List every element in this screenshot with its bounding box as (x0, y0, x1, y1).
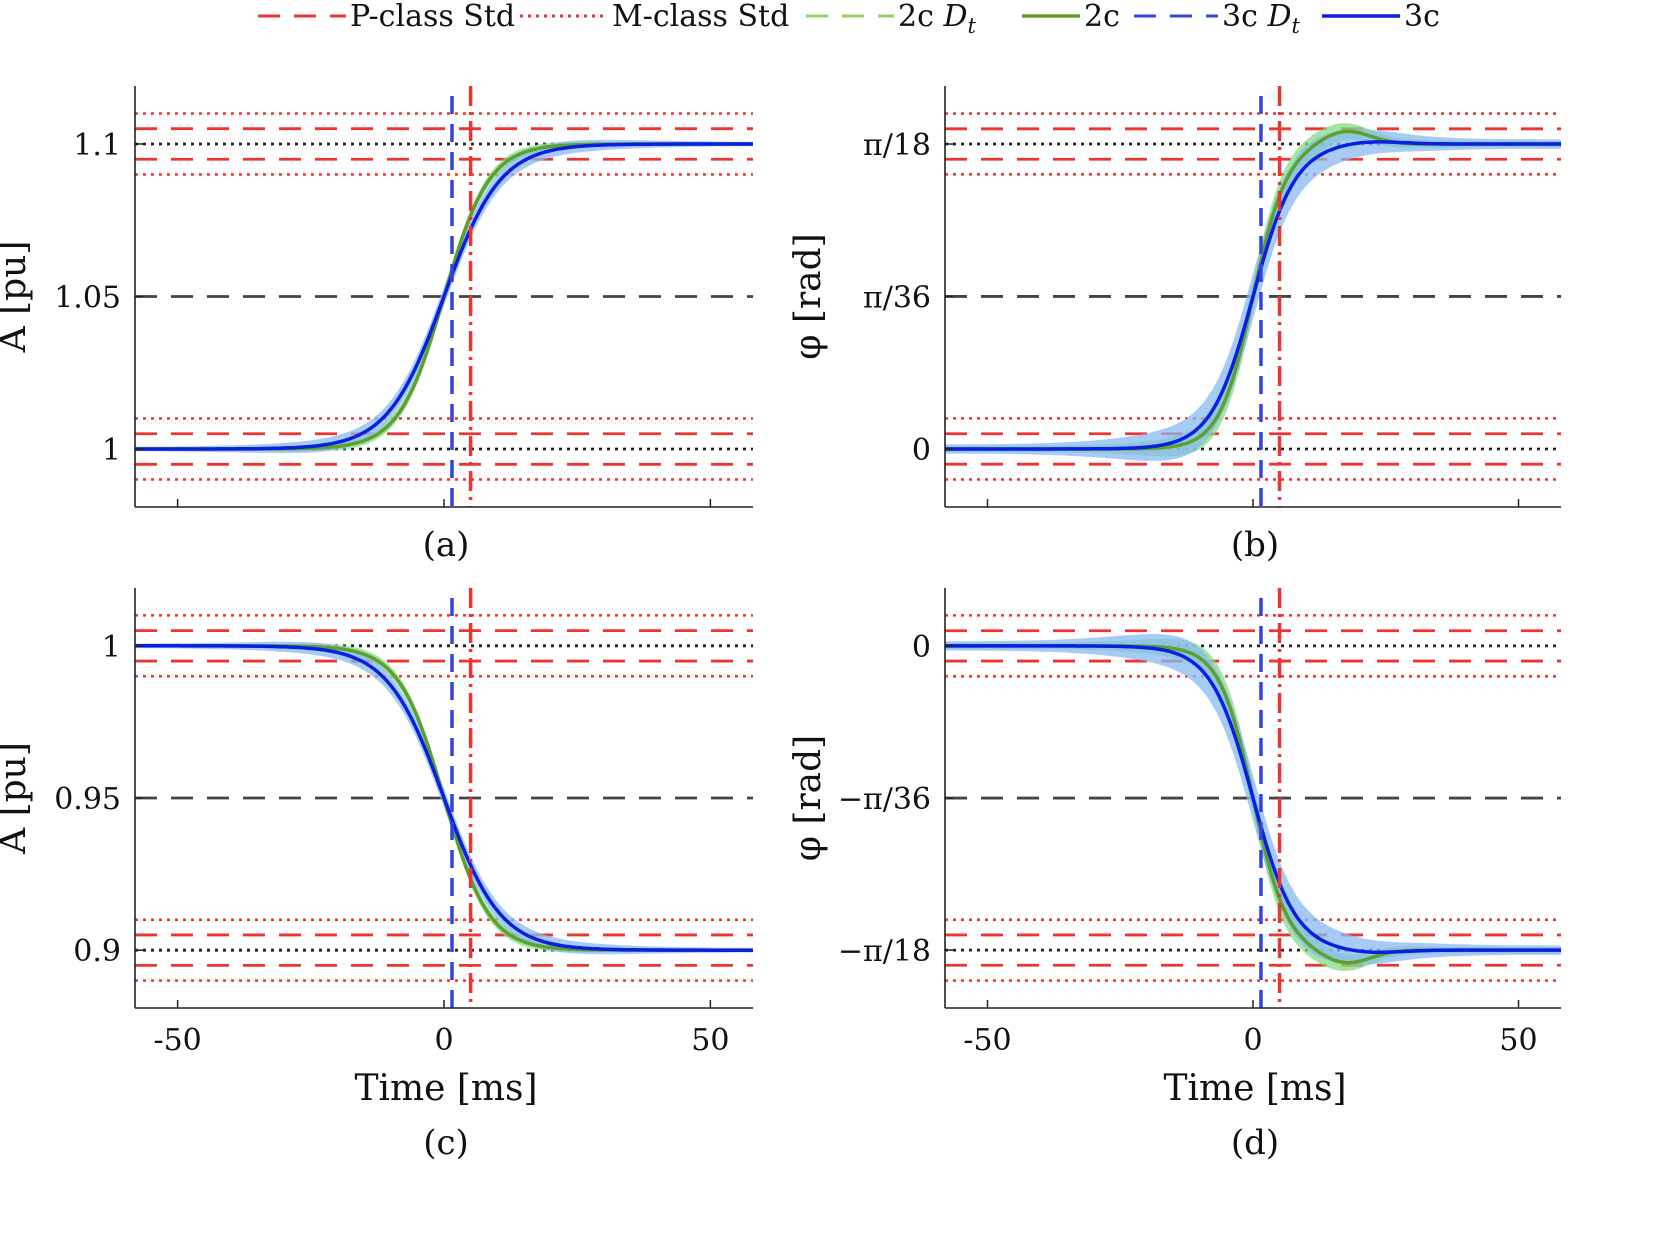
x-tick-label: 50 (691, 1023, 729, 1058)
legend-label-italic: D (1266, 0, 1291, 34)
legend-label-base: 2c (898, 0, 943, 34)
legend-label: 2c Dt (898, 0, 977, 38)
legend-label: 2c (1084, 0, 1120, 34)
y-tick-label: 1.1 (73, 128, 121, 163)
x-tick-label: -50 (153, 1023, 201, 1058)
panel-d: -50 0 50 −π/18 −π/36 0 φ [rad] Time [ms] (d) (788, 588, 1561, 1163)
x-axis-label: Time [ms] (1163, 1068, 1346, 1109)
legend: P-class Std M-class Std 2c Dt 2c 3c Dt 3c (258, 0, 1440, 38)
y-axis-label: A [pu] (0, 241, 34, 354)
series-3c (135, 142, 753, 451)
panel-c: -50 0 50 0.9 0.95 1 A [pu] Time [ms] (c) (0, 588, 753, 1163)
y-tick-label: −π/36 (838, 782, 931, 817)
legend-label: 3c Dt (1222, 0, 1301, 38)
y-tick-label: π/36 (863, 280, 931, 315)
panel-b: 0 π/36 π/18 φ [rad] (b) (788, 86, 1561, 565)
y-axis-label: φ [rad] (788, 735, 829, 861)
x-tick-label: 0 (1243, 1023, 1262, 1058)
legend-label-base: 3c (1222, 0, 1267, 34)
legend-entry-3: 2c (1022, 0, 1120, 34)
legend-entry-1: M-class Std (520, 0, 789, 34)
y-tick-label: 0 (912, 433, 931, 468)
panel-sublabel: (b) (1231, 525, 1279, 565)
legend-entry-0: P-class Std (258, 0, 515, 34)
y-tick-label: 0.95 (54, 782, 121, 817)
legend-entry-4: 3c Dt (1134, 0, 1301, 38)
panel-sublabel: (d) (1231, 1123, 1279, 1163)
series-3c (945, 140, 1561, 451)
y-tick-label: −π/18 (838, 934, 931, 969)
panels: 1 1.05 1.1 A [pu] (a) 0 π/36 π/18 φ [rad] (b) -50 0… (0, 86, 1561, 1163)
plot-area (135, 588, 753, 1008)
y-tick-label: 1.05 (54, 281, 121, 316)
legend-label: P-class Std (350, 0, 515, 34)
legend-label-sub: t (1292, 14, 1301, 38)
series-3c (945, 644, 1561, 954)
y-tick-label: 1 (102, 433, 121, 468)
legend-entry-5: 3c (1322, 0, 1440, 34)
x-axis-label: Time [ms] (354, 1068, 537, 1109)
y-tick-label: 1 (102, 630, 121, 665)
legend-label: M-class Std (612, 0, 789, 34)
y-tick-label: 0.9 (73, 934, 121, 969)
panel-sublabel: (c) (423, 1123, 469, 1163)
panel-sublabel: (a) (423, 525, 470, 565)
y-tick-label: 0 (912, 630, 931, 665)
plot-area (135, 86, 753, 507)
x-tick-label: 0 (434, 1023, 453, 1058)
x-tick-label: -50 (963, 1023, 1011, 1058)
y-axis-label: A [pu] (0, 742, 34, 855)
legend-label-italic: D (942, 0, 967, 34)
plot-area (945, 588, 1561, 1008)
legend-entry-2: 2c Dt (806, 0, 977, 38)
y-axis-label: φ [rad] (788, 233, 829, 359)
series-3c (135, 644, 753, 952)
x-tick-label: 50 (1499, 1023, 1537, 1058)
y-tick-label: π/18 (863, 128, 931, 163)
panel-a: 1 1.05 1.1 A [pu] (a) (0, 86, 753, 565)
legend-label: 3c (1404, 0, 1440, 34)
plot-area (945, 86, 1561, 507)
legend-label-sub: t (968, 14, 977, 38)
